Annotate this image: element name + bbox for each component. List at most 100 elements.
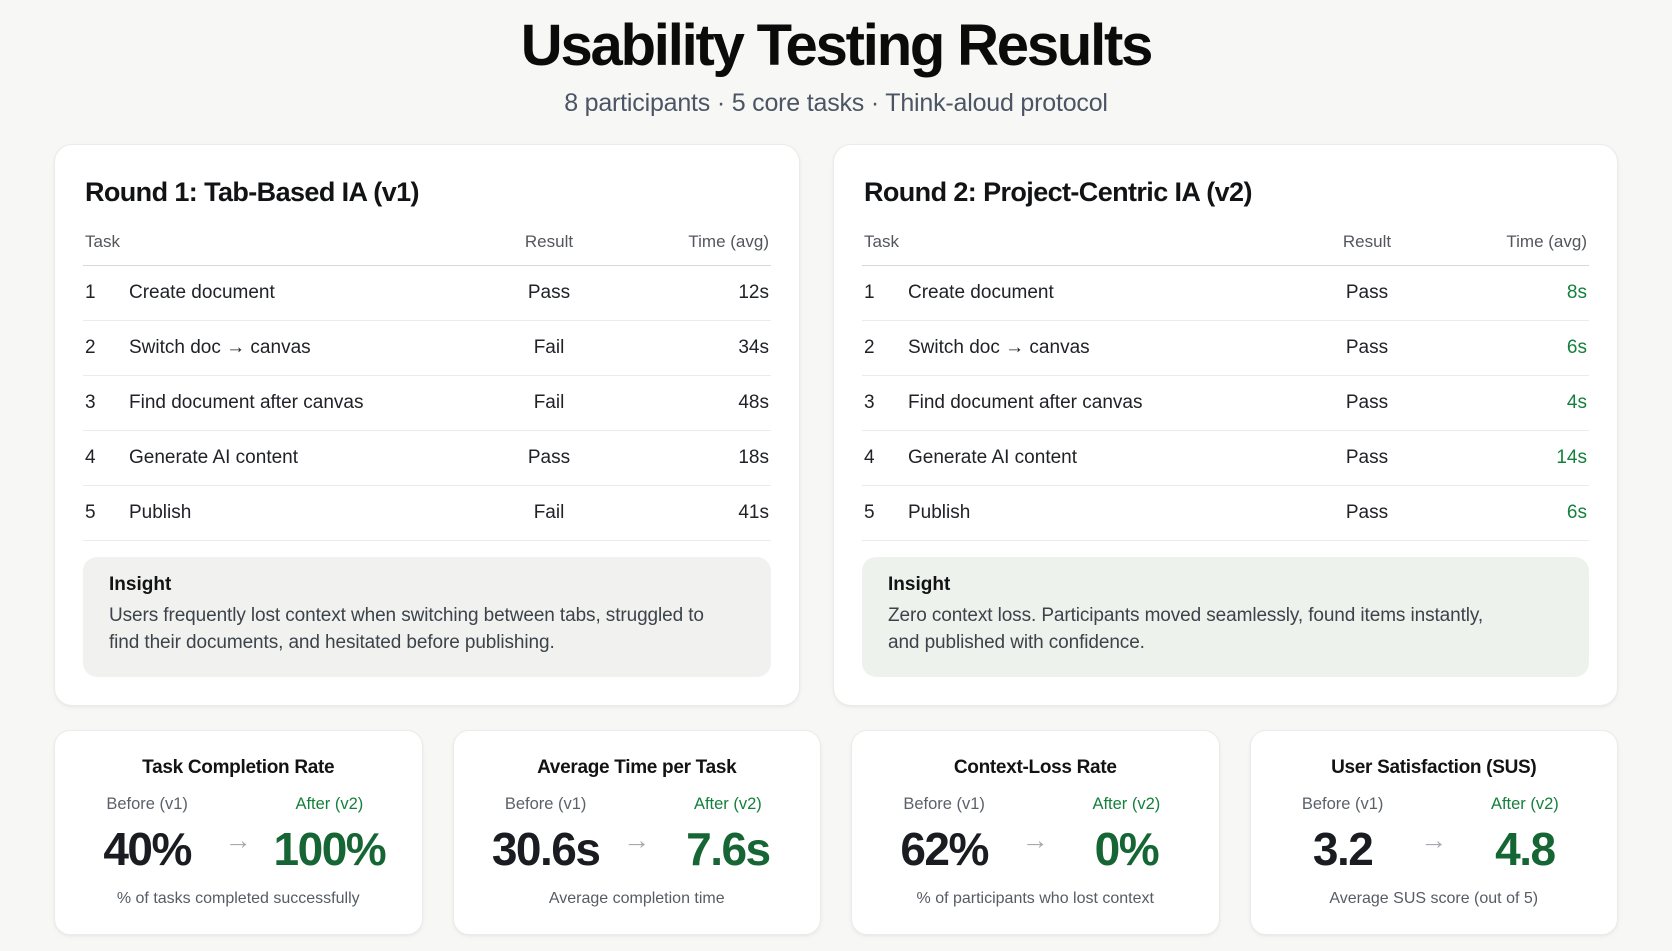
after-label: After (v2) bbox=[295, 794, 364, 813]
task-number: 5 bbox=[85, 502, 96, 523]
table-row: 5 Publish Pass 6s bbox=[862, 486, 1589, 541]
page-subtitle: 8 participants · 5 core tasks · Think-al… bbox=[564, 89, 1108, 117]
time-value: 12s bbox=[738, 282, 769, 303]
metric-caption: Average SUS score (out of 5) bbox=[1329, 889, 1539, 907]
table-row: 1 Create document Pass 12s bbox=[83, 266, 771, 321]
table-row: 2 Switch doc → canvas Pass 6s bbox=[862, 321, 1589, 376]
metric-after: After (v2) 7.6s bbox=[654, 795, 802, 876]
before-label: Before (v1) bbox=[106, 794, 188, 813]
metric-comparison: Before (v1) 30.6s → After (v2) 7.6s bbox=[472, 795, 803, 876]
arrow-right-icon: → bbox=[224, 824, 252, 855]
col-header-task: Task bbox=[85, 232, 120, 251]
after-value: 100% bbox=[273, 822, 387, 875]
insight-body: Zero context loss. Participants moved se… bbox=[888, 605, 1484, 653]
page-title: Usability Testing Results bbox=[520, 13, 1154, 78]
task-number: 1 bbox=[864, 282, 875, 303]
task-number: 1 bbox=[85, 282, 96, 303]
metric-cards: Task Completion Rate Before (v1) 40% → A… bbox=[54, 729, 1618, 935]
after-label: After (v2) bbox=[1092, 794, 1161, 813]
before-value: 40% bbox=[103, 822, 192, 875]
table-row: 4 Generate AI content Pass 14s bbox=[862, 431, 1589, 486]
metric-title: Average Time per Task bbox=[537, 756, 737, 778]
result-value: Pass bbox=[1345, 392, 1389, 413]
metric-card-user-satisfaction: User Satisfaction (SUS) Before (v1) 3.2 … bbox=[1249, 729, 1618, 935]
metric-before: Before (v1) 3.2 bbox=[1269, 795, 1417, 876]
task-label: Create document bbox=[908, 282, 1054, 303]
task-number: 3 bbox=[85, 392, 96, 413]
col-header-result: Result bbox=[524, 232, 574, 251]
col-header-time: Time (avg) bbox=[1506, 232, 1587, 251]
task-label: Publish bbox=[129, 502, 192, 523]
metric-card-task-completion: Task Completion Rate Before (v1) 40% → A… bbox=[54, 729, 423, 935]
before-label: Before (v1) bbox=[903, 794, 985, 813]
before-value: 30.6s bbox=[491, 822, 601, 875]
metric-title: Task Completion Rate bbox=[142, 756, 335, 778]
insight-box: Insight Zero context loss. Participants … bbox=[862, 557, 1589, 677]
round-1-table-header: Task Result Time (avg) bbox=[83, 232, 771, 266]
task-label: Create document bbox=[129, 282, 275, 303]
task-label: Publish bbox=[908, 502, 971, 523]
task-number: 5 bbox=[864, 502, 875, 523]
metric-comparison: Before (v1) 40% → After (v2) 100% bbox=[73, 795, 404, 876]
time-value: 4s bbox=[1566, 392, 1587, 413]
metric-before: Before (v1) 62% bbox=[870, 795, 1018, 876]
arrow-right-icon: → bbox=[1420, 824, 1448, 855]
before-label: Before (v1) bbox=[504, 794, 587, 813]
result-value: Pass bbox=[1345, 282, 1389, 303]
before-label: Before (v1) bbox=[1301, 794, 1384, 813]
metric-after: After (v2) 4.8 bbox=[1451, 795, 1599, 876]
table-row: 3 Find document after canvas Fail 48s bbox=[83, 376, 771, 431]
round-2-card: Round 2: Project-Centric IA (v2) Task Re… bbox=[833, 144, 1618, 706]
task-number: 2 bbox=[864, 337, 875, 358]
round-1-heading: Round 1: Tab-Based IA (v1) bbox=[85, 177, 420, 207]
result-value: Pass bbox=[527, 282, 571, 303]
col-header-result: Result bbox=[1342, 232, 1392, 251]
metric-card-context-loss: Context-Loss Rate Before (v1) 62% → Afte… bbox=[851, 729, 1220, 935]
metric-comparison: Before (v1) 3.2 → After (v2) 4.8 bbox=[1269, 795, 1600, 876]
table-row: 2 Switch doc → canvas Fail 34s bbox=[83, 321, 771, 376]
metric-title: Context-Loss Rate bbox=[953, 756, 1117, 778]
result-value: Pass bbox=[527, 447, 571, 468]
task-label: Switch doc → canvas bbox=[908, 337, 1090, 358]
before-value: 3.2 bbox=[1312, 822, 1374, 875]
before-value: 62% bbox=[900, 822, 989, 875]
table-row: 4 Generate AI content Pass 18s bbox=[83, 431, 771, 486]
result-value: Fail bbox=[533, 337, 565, 358]
metric-before: Before (v1) 30.6s bbox=[472, 795, 620, 876]
metric-before: Before (v1) 40% bbox=[73, 795, 221, 876]
metric-caption: % of tasks completed successfully bbox=[116, 889, 360, 907]
col-header-task: Task bbox=[864, 232, 899, 251]
round-1-card: Round 1: Tab-Based IA (v1) Task Result T… bbox=[54, 144, 800, 706]
time-value: 6s bbox=[1566, 337, 1587, 358]
insight-title: Insight bbox=[888, 574, 951, 595]
metric-after: After (v2) 0% bbox=[1052, 795, 1200, 876]
task-number: 3 bbox=[864, 392, 875, 413]
metric-title: User Satisfaction (SUS) bbox=[1331, 756, 1537, 778]
after-value: 7.6s bbox=[686, 822, 771, 875]
table-row: 3 Find document after canvas Pass 4s bbox=[862, 376, 1589, 431]
time-value: 14s bbox=[1556, 447, 1587, 468]
time-value: 18s bbox=[738, 447, 769, 468]
task-label: Find document after canvas bbox=[129, 392, 364, 413]
insight-body: Users frequently lost context when switc… bbox=[109, 605, 704, 653]
task-number: 4 bbox=[864, 447, 875, 468]
after-label: After (v2) bbox=[1490, 794, 1559, 813]
time-value: 34s bbox=[738, 337, 769, 358]
time-value: 6s bbox=[1566, 502, 1587, 523]
result-value: Fail bbox=[533, 502, 565, 523]
arrow-right-icon: → bbox=[1021, 824, 1049, 855]
task-number: 2 bbox=[85, 337, 96, 358]
result-value: Pass bbox=[1345, 447, 1389, 468]
task-label: Switch doc → canvas bbox=[129, 337, 311, 358]
time-value: 8s bbox=[1566, 282, 1587, 303]
round-2-table-header: Task Result Time (avg) bbox=[862, 232, 1589, 266]
task-number: 4 bbox=[85, 447, 96, 468]
metric-after: After (v2) 100% bbox=[255, 795, 403, 876]
round-2-heading: Round 2: Project-Centric IA (v2) bbox=[864, 177, 1252, 207]
insight-box: Insight Users frequently lost context wh… bbox=[83, 557, 771, 677]
time-value: 41s bbox=[738, 502, 769, 523]
metric-card-average-time: Average Time per Task Before (v1) 30.6s … bbox=[452, 729, 821, 935]
metric-caption: Average completion time bbox=[548, 889, 725, 907]
metric-caption: % of participants who lost context bbox=[916, 889, 1154, 907]
